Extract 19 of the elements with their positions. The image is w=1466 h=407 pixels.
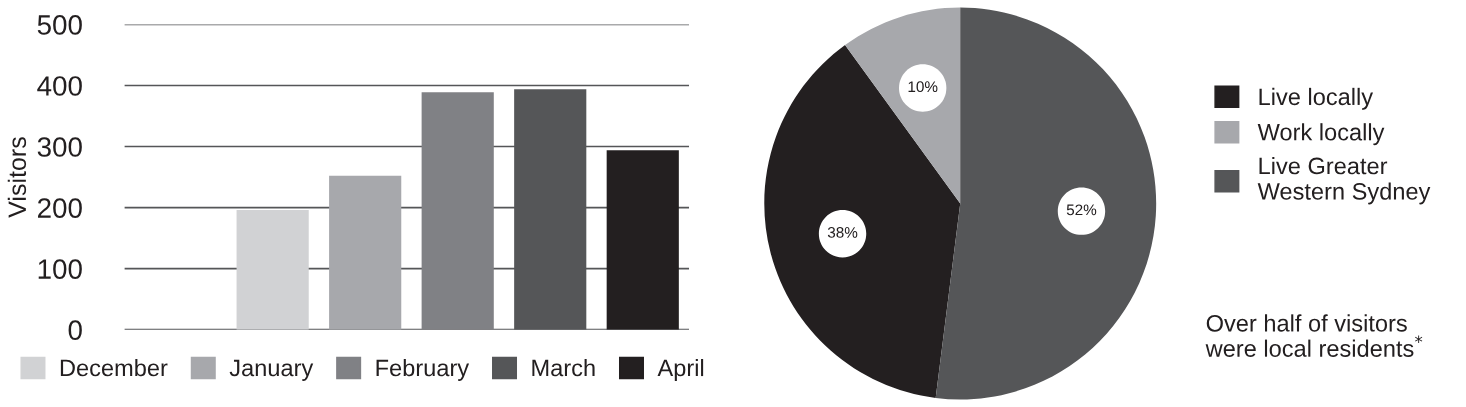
y-tick-label: 200	[38, 198, 82, 218]
legend-label: Work locally	[1257, 123, 1385, 146]
legend-label: December	[60, 358, 168, 377]
data-label: 52%	[1066, 204, 1097, 216]
y-tick-label: 400	[37, 76, 82, 96]
legend-label: Live locally	[1259, 87, 1374, 110]
legend-label: February	[376, 358, 470, 381]
legend-label: January	[229, 359, 314, 381]
data-label: 10%	[908, 81, 938, 93]
y-tick-label: 100	[38, 259, 82, 279]
y-tick-label: 500	[37, 15, 82, 35]
legend-label: April	[657, 358, 704, 381]
y-tick-label: 300	[37, 137, 82, 157]
data-label: 38%	[827, 227, 858, 238]
legend-label: March	[532, 358, 595, 377]
y-axis-title: Visitors	[7, 137, 27, 218]
y-tick-label: 0	[68, 320, 82, 341]
legend-label: Live Greater Western Sydney	[1257, 157, 1431, 205]
text: Over half of visitors were local residents$^{*}$	[1205, 314, 1423, 357]
